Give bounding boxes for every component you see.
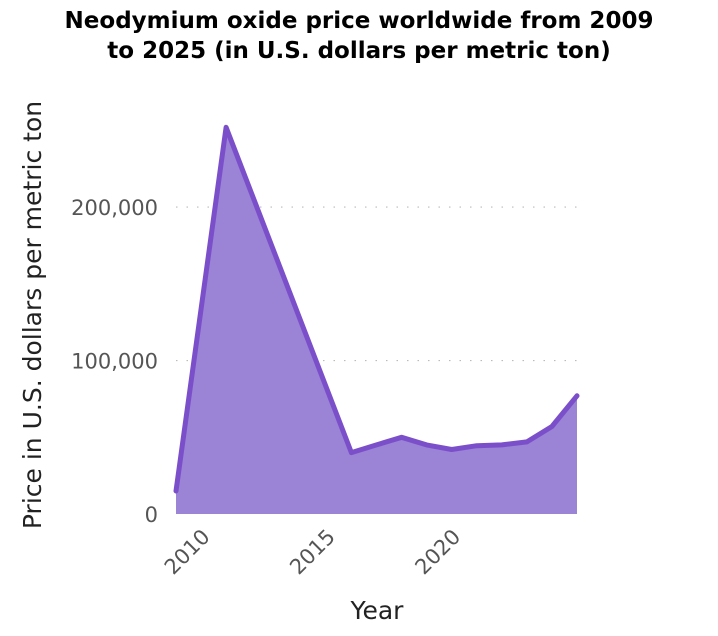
gridlines — [176, 206, 577, 362]
y-axis-ticks: 0 100,000 200,000 — [71, 196, 158, 527]
y-tick-label: 0 — [145, 503, 158, 527]
x-tick-label: 2020 — [410, 525, 465, 580]
series-line — [173, 124, 580, 494]
x-tick-label: 2015 — [285, 525, 340, 580]
y-tick-label: 100,000 — [71, 350, 158, 374]
x-tick-label: 2010 — [160, 525, 215, 580]
chart-title-line-1: Neodymium oxide price worldwide from 200… — [64, 8, 654, 34]
x-axis-ticks: 2010 2015 2020 — [160, 525, 465, 580]
x-axis-title: Year — [350, 596, 405, 625]
chart-title: Neodymium oxide price worldwide from 200… — [0, 6, 718, 66]
area-fill — [176, 127, 577, 515]
y-tick-label: 200,000 — [71, 196, 158, 220]
y-axis-title: Price in U.S. dollars per metric ton — [18, 101, 47, 529]
chart-title-line-2: to 2025 (in U.S. dollars per metric ton) — [107, 38, 611, 64]
